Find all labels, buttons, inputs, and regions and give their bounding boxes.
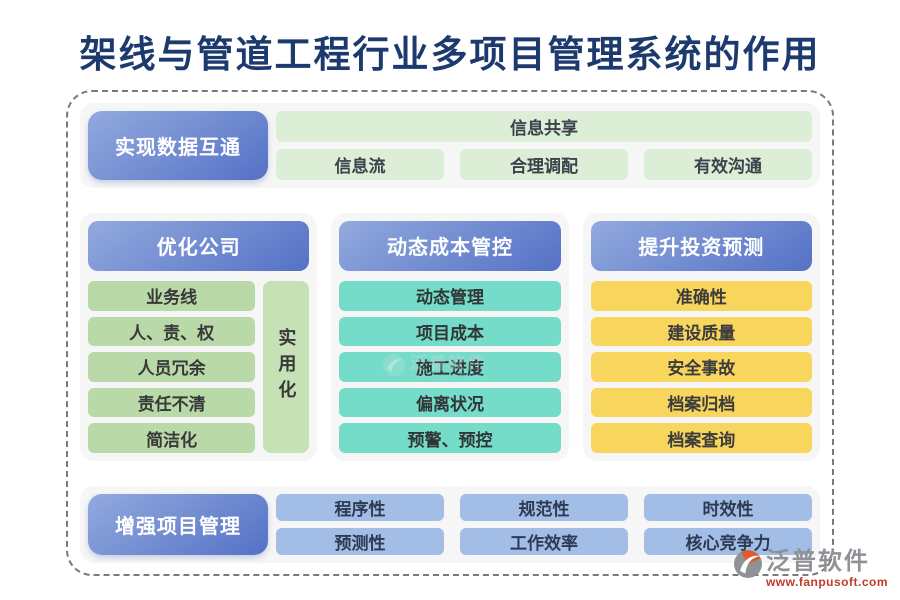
enhance-management-button: 增强项目管理 xyxy=(88,493,268,555)
pill-item: 偏离状况 xyxy=(339,387,561,418)
pill-item: 安全事故 xyxy=(590,352,812,382)
column-optimize-company: 优化公司 业务线 人、责、权 人员冗余 责任不清 简洁化 实用化 xyxy=(80,212,318,461)
logo-name: 泛普软件 xyxy=(765,548,870,575)
column-header: 优化公司 xyxy=(88,220,310,271)
pill-item: 预警、预控 xyxy=(339,423,561,453)
logo-url[interactable]: www.fanpusoft.com xyxy=(765,575,888,589)
bottom-row: 程序性 规范性 时效性 xyxy=(276,493,812,521)
pill-item: 程序性 xyxy=(276,493,444,521)
data-interop-button: 实现数据互通 xyxy=(88,111,268,180)
pill-item: 人员冗余 xyxy=(88,352,256,382)
pill-item: 核心竞争力 xyxy=(644,527,812,555)
page-title: 架线与管道工程行业多项目管理系统的作用 xyxy=(79,34,821,75)
pill-effective-communication: 有效沟通 xyxy=(644,148,812,180)
data-interop-row: 信息流 合理调配 有效沟通 xyxy=(276,148,812,180)
pill-item: 建设质量 xyxy=(590,316,812,347)
pill-item: 简洁化 xyxy=(88,423,256,453)
section-enhance-management: 增强项目管理 程序性 规范性 时效性 预测性 工作效率 核心竞争力 xyxy=(80,485,820,563)
data-interop-items: 信息共享 信息流 合理调配 有效沟通 xyxy=(276,111,812,180)
pill-info-share: 信息共享 xyxy=(276,111,812,142)
fanpu-logo-icon xyxy=(733,550,762,583)
enhance-management-items: 程序性 规范性 时效性 预测性 工作效率 核心竞争力 xyxy=(276,493,812,555)
side-label-practical: 实用化 xyxy=(263,280,310,453)
column-items: 动态管理 项目成本 施工进度 偏离状况 预警、预控 xyxy=(339,280,561,453)
column-items: 业务线 人、责、权 人员冗余 责任不清 简洁化 xyxy=(88,280,256,453)
pill-info-flow: 信息流 xyxy=(276,148,444,180)
pill-item: 责任不清 xyxy=(88,387,256,418)
pill-item: 档案归档 xyxy=(590,387,812,418)
bottom-row: 预测性 工作效率 核心竞争力 xyxy=(276,527,812,555)
pill-item: 人、责、权 xyxy=(88,316,256,347)
middle-columns: 优化公司 业务线 人、责、权 人员冗余 责任不清 简洁化 实用化 动态成本管控 xyxy=(80,212,820,461)
pill-item: 预测性 xyxy=(276,527,444,555)
column-investment-forecast: 提升投资预测 准确性 建设质量 安全事故 档案归档 档案查询 xyxy=(582,212,820,461)
column-body: 动态管理 项目成本 施工进度 偏离状况 预警、预控 xyxy=(339,280,561,453)
column-header: 提升投资预测 xyxy=(590,220,812,271)
pill-item: 工作效率 xyxy=(460,527,628,555)
pill-item: 施工进度 xyxy=(339,352,561,382)
pill-item: 档案查询 xyxy=(590,423,812,453)
column-header: 动态成本管控 xyxy=(339,220,561,271)
column-body: 业务线 人、责、权 人员冗余 责任不清 简洁化 实用化 xyxy=(88,280,310,453)
pill-item: 时效性 xyxy=(644,493,812,521)
pill-item: 业务线 xyxy=(88,280,256,311)
pill-item: 准确性 xyxy=(590,280,812,311)
column-items: 准确性 建设质量 安全事故 档案归档 档案查询 xyxy=(590,280,812,453)
column-dynamic-cost: 动态成本管控 动态管理 项目成本 施工进度 偏离状况 预警、预控 xyxy=(331,212,569,461)
section-data-interop: 实现数据互通 信息共享 信息流 合理调配 有效沟通 xyxy=(80,103,820,188)
pill-item: 项目成本 xyxy=(339,316,561,347)
pill-rational-allocation: 合理调配 xyxy=(460,148,628,180)
column-body: 准确性 建设质量 安全事故 档案归档 档案查询 xyxy=(590,280,812,453)
dashed-frame: 实现数据互通 信息共享 信息流 合理调配 有效沟通 优化公司 业务线 人、责、权… xyxy=(66,90,834,576)
fanpu-logo[interactable]: 泛普软件 www.fanpusoft.com xyxy=(733,548,888,589)
pill-item: 规范性 xyxy=(460,493,628,521)
pill-item: 动态管理 xyxy=(339,280,561,311)
